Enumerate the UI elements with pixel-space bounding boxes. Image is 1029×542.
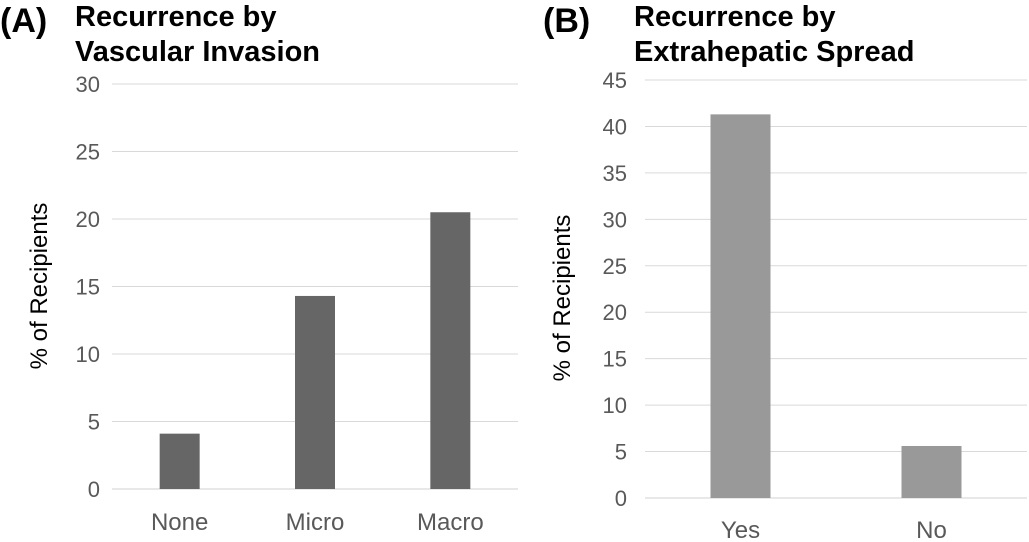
panel-b-y-tick-label: 25 <box>603 254 627 279</box>
panel-a-y-tick-label: 25 <box>76 140 100 165</box>
panel-b-x-tick-label: Yes <box>721 517 760 542</box>
panel-b-x-ticks: Yes No <box>721 517 947 542</box>
panel-b-y-tick-label: 5 <box>615 440 627 465</box>
panel-b-y-tick-label: 35 <box>603 161 627 186</box>
panel-a-x-tick-label: Micro <box>286 509 345 536</box>
panel-b-bars <box>710 114 962 498</box>
panel-a-title-line-2: Vascular Invasion <box>75 36 320 68</box>
panel-a-bar-micro <box>295 295 335 489</box>
panel-a-y-tick-label: 20 <box>76 207 100 232</box>
panel-a-title-line-1: Recurrence by <box>75 1 277 33</box>
panel-a-y-axis-label: % of Recipients <box>26 203 53 370</box>
panel-b-y-axis-label: % of Recipients <box>549 215 576 382</box>
panel-b-y-tick-label: 30 <box>603 207 627 232</box>
panel-a-y-tick-label: 15 <box>76 275 100 300</box>
panel-a-letter: (A) <box>0 2 47 40</box>
panel-b-title-line-2: Extrahepatic Spread <box>634 36 914 68</box>
panel-a-y-tick-label: 0 <box>88 477 100 502</box>
panel-a-chart: (A) Recurrence by Vascular Invasion % of… <box>0 1 518 536</box>
panel-b-title-line-1: Recurrence by <box>634 1 836 33</box>
panel-a-y-tick-label: 10 <box>76 342 100 367</box>
panel-a-y-tick-label: 30 <box>76 72 100 97</box>
panel-b-y-ticks: 0 5 10 15 20 25 30 35 40 45 <box>603 68 627 511</box>
panel-a-bar-macro <box>430 212 471 489</box>
panel-b-y-tick-label: 45 <box>603 68 627 93</box>
panel-a-bar-none <box>159 433 200 489</box>
panel-b-y-tick-label: 40 <box>603 114 627 139</box>
panel-a-x-tick-label: None <box>151 509 208 536</box>
panel-b-bar-no <box>901 445 962 498</box>
panel-b-letter: (B) <box>543 2 590 40</box>
panel-a-x-ticks: None Micro Macro <box>151 509 484 536</box>
panel-a-x-tick-label: Macro <box>417 509 484 536</box>
panel-a-y-ticks: 0 5 10 15 20 25 30 <box>76 72 100 502</box>
panel-b-chart: (B) Recurrence by Extrahepatic Spread % … <box>543 1 1027 542</box>
panel-b-bar-yes <box>710 114 771 498</box>
panel-b-gridlines <box>645 79 1027 499</box>
panel-a-y-tick-label: 5 <box>88 410 100 435</box>
panel-a-bars <box>159 212 471 489</box>
panel-b-y-tick-label: 0 <box>615 486 627 511</box>
panel-b-x-tick-label: No <box>916 517 947 542</box>
panel-b-y-tick-label: 20 <box>603 300 627 325</box>
panel-b-y-tick-label: 10 <box>603 393 627 418</box>
panel-b-y-tick-label: 15 <box>603 347 627 372</box>
